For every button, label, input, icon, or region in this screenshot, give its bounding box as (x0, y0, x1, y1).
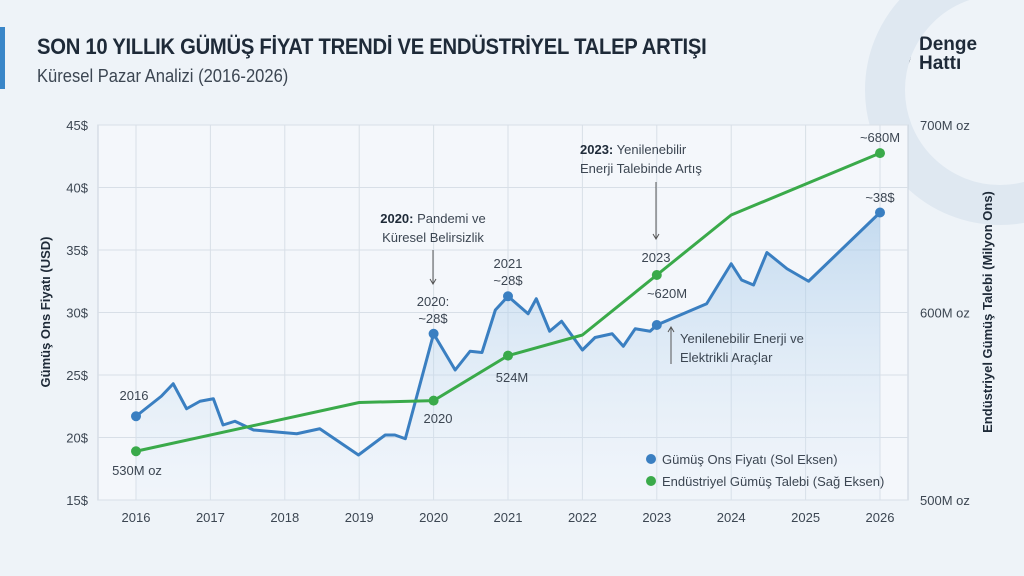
y-left-tick-label: 20$ (66, 431, 88, 446)
logo-line2: Hattı (919, 53, 962, 74)
label-price-2016: 2016 (120, 388, 149, 403)
y-right-tick-label: 500M oz (920, 493, 970, 508)
y-right-tick-label: 600M oz (920, 306, 970, 321)
arrow-down-icon (429, 278, 437, 285)
chart-title: SON 10 YILLIK GÜMÜŞ FİYAT TRENDİ VE ENDÜ… (37, 34, 707, 59)
x-tick-label: 2023 (642, 510, 671, 525)
event-2020-line1: 2020: Pandemi ve (380, 211, 486, 226)
y-left-tick-label: 15$ (66, 493, 88, 508)
y-axis-right-label: Endüstriyel Gümüş Talebi (Milyon Ons) (980, 191, 995, 433)
ev-note-line1: Yenilenebilir Enerji ve (680, 331, 804, 346)
accent-bar (0, 27, 5, 89)
x-tick-label: 2024 (717, 510, 746, 525)
demand-marker (875, 148, 885, 159)
label-price-2021-a: 2021 (494, 256, 523, 271)
y-right-tick-label: 700M oz (920, 118, 970, 133)
label-price-2020-a: 2020: (417, 294, 450, 309)
label-demand-2016: 530M oz (112, 463, 162, 478)
label-demand-2020: 2020 (424, 411, 453, 426)
label-price-2021-b: ~28$ (493, 273, 523, 288)
label-demand-2023-b: ~620M (647, 286, 687, 301)
x-tick-label: 2019 (345, 510, 374, 525)
event-2023-line2: Enerji Talebinde Artış (580, 161, 702, 176)
demand-marker (131, 446, 141, 457)
label-demand-2023-a: 2023 (642, 250, 671, 265)
chart-subtitle: Küresel Pazar Analizi (2016-2026) (37, 66, 289, 86)
demand-marker (428, 395, 439, 406)
x-tick-label: 2022 (568, 510, 597, 525)
ticks: 2016 2017 2018 2019 2020 2021 2022 2023 2024 2025… (66, 118, 970, 525)
y-left-tick-label: 35$ (66, 243, 88, 258)
demand-marker (503, 350, 513, 361)
demand-marker (651, 270, 662, 280)
price-marker (428, 328, 439, 339)
arrow-up-icon (667, 326, 675, 333)
legend-label-demand: Endüstriyel Gümüş Talebi (Sağ Eksen) (662, 474, 884, 489)
logo-line1: Denge (919, 34, 978, 55)
label-demand-2021: 524M (496, 370, 529, 385)
legend: Gümüş Ons Fiyatı (Sol Eksen) Endüstriyel… (646, 452, 884, 489)
y-left-tick-label: 30$ (66, 306, 88, 321)
markers (131, 148, 885, 457)
arrow-down-icon (652, 233, 660, 240)
event-2023-line1: 2023: Yenilenebilir (580, 142, 687, 157)
label-price-2026: ~38$ (865, 190, 895, 205)
y-left-tick-label: 40$ (66, 181, 88, 196)
legend-marker-demand (646, 476, 656, 486)
price-marker (875, 207, 885, 218)
y-left-tick-label: 45$ (66, 118, 88, 133)
price-marker (131, 411, 141, 422)
x-tick-label: 2017 (196, 510, 225, 525)
price-line (135, 211, 882, 457)
ev-note-line2: Elektrikli Araçlar (680, 350, 773, 365)
demand-line (135, 151, 881, 453)
y-left-tick-label: 25$ (66, 368, 88, 383)
x-tick-label: 2021 (494, 510, 523, 525)
x-tick-label: 2018 (270, 510, 299, 525)
price-marker (651, 320, 662, 330)
watermark-shape (865, 0, 1024, 225)
x-tick-label: 2025 (791, 510, 820, 525)
label-demand-2026: ~680M (860, 130, 900, 145)
x-tick-label: 2026 (866, 510, 895, 525)
legend-marker-price (646, 454, 656, 464)
x-tick-label: 2016 (122, 510, 151, 525)
event-2020-line2: Küresel Belirsizlik (382, 230, 484, 245)
legend-label-price: Gümüş Ons Fiyatı (Sol Eksen) (662, 452, 838, 467)
x-tick-label: 2020 (419, 510, 448, 525)
y-axis-left-label: Gümüş Ons Fiyatı (USD) (38, 237, 53, 388)
label-price-2020-b: ~28$ (418, 311, 448, 326)
price-marker (503, 291, 513, 302)
